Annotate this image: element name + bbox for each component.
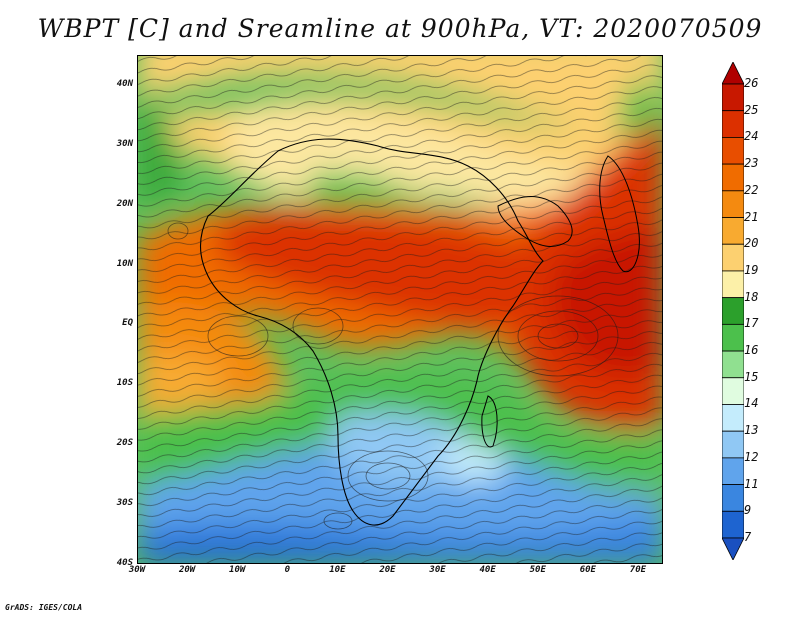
lat-tick-label: 20N [116,198,133,209]
colorbar-tick-label: 19 [744,262,759,277]
lat-tick-label: 10S [116,378,133,389]
lat-tick-label: 20S [116,438,133,449]
chart-title: WBPT [C] and Sreamline at 900hPa, VT: 20… [37,14,763,43]
colorbar-segment [722,510,744,539]
lat-tick-label: 30S [116,498,133,509]
lon-tick-label: 0 [284,565,290,575]
madagascar-coast [481,395,498,448]
lat-tick-label: 30N [116,138,133,149]
colorbar-bottom-triangle [722,537,744,560]
colorbar-tick-label: 20 [744,236,759,251]
colorbar-tick-label: 21 [744,209,759,224]
colorbar-tick-label: 26 [744,76,759,90]
lat-tick-label: 40S [116,558,133,568]
wbpt-field [138,56,662,563]
lon-tick-label: 20W [178,565,196,575]
arabia-coast [497,196,573,247]
colorbar-segment [722,484,744,512]
colorbar-segment [722,457,744,485]
lon-tick-label: 60E [579,565,596,575]
colorbar-segment [722,323,744,352]
lon-tick-label: 30W [128,565,146,575]
lon-tick-label: 40E [479,565,496,575]
colorbar-segment [722,110,744,138]
colorbar-segment [722,377,744,405]
colorbar-segment [722,190,744,218]
colorbar-segment [722,297,744,325]
colorbar-segment [722,270,744,299]
colorbar-tick-label: 23 [744,156,759,171]
colorbar-tick-label: 11 [744,476,759,491]
colorbar-tick-label: 14 [744,396,759,411]
india-coast [599,155,640,273]
colorbar-tick-label: 16 [744,343,759,358]
colorbar [722,62,744,560]
colorbar-segment [722,217,744,245]
colorbar-tick-label: 15 [744,369,759,384]
lon-tick-label: 10E [329,565,346,575]
lat-tick-label: 10N [116,258,133,269]
colorbar-segment [722,350,744,379]
lon-tick-label: 10W [229,565,246,575]
lat-tick-label: 40N [116,78,133,89]
map-panel [137,55,663,564]
colorbar-tick-label: 9 [744,503,752,518]
lon-tick-label: 70E [629,565,647,575]
colorbar-tick-label: 25 [744,102,759,117]
colorbar-tick-label: 7 [744,530,752,544]
colorbar-segment [722,163,744,192]
colorbar-tick-label: 13 [744,423,759,438]
colorbar-tick-label: 12 [744,449,759,464]
lon-tick-label: 30E [429,565,446,575]
lon-tick-label: 50E [529,565,546,575]
coastline [200,138,544,526]
weather-map [138,56,662,563]
lat-tick-label: EQ [122,318,133,329]
colorbar-top-triangle [722,62,744,85]
colorbar-tick-label: 18 [744,289,759,304]
colorbar-segment [722,430,744,459]
colorbar-tick-label: 17 [744,316,759,331]
colorbar-segment [722,83,744,112]
lon-tick-label: 20E [379,565,396,575]
colorbar-segment [722,404,744,432]
colorbar-tick-label: 24 [744,129,759,144]
colorbar-segment [722,137,744,165]
credit-text: GrADS: IGES/COLA [5,603,83,612]
colorbar-segment [722,243,744,272]
colorbar-tick-label: 22 [744,182,759,197]
